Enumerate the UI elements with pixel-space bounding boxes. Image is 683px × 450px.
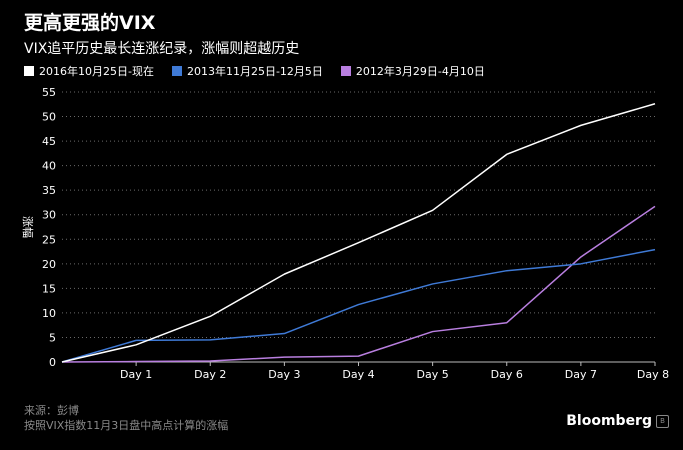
y-tick-label-15: 15 [42, 282, 56, 295]
y-tick-label-25: 25 [42, 233, 56, 246]
x-tick-label-5: Day 5 [417, 368, 449, 381]
x-tick-label-2: Day 2 [194, 368, 226, 381]
y-tick-label-45: 45 [42, 135, 56, 148]
brand-name: Bloomberg [566, 413, 652, 429]
x-tick-label-8: Day 8 [637, 368, 669, 381]
x-tick-label-6: Day 6 [491, 368, 523, 381]
calculation-note: 按照VIX指数11月3日盘中高点计算的涨幅 [24, 419, 229, 432]
y-tick-label-30: 30 [42, 209, 56, 222]
y-tick-label-35: 35 [42, 184, 56, 197]
series-line-2 [61, 205, 656, 363]
chart-subtitle: VIX追平历史最长连涨纪录，涨幅则超越历史 [24, 41, 300, 57]
y-tick-label-20: 20 [42, 258, 56, 271]
y-tick-label-50: 50 [42, 111, 56, 124]
x-tick-label-4: Day 4 [342, 368, 374, 381]
legend-swatch-2013 [171, 66, 182, 76]
y-tick-label-5: 5 [49, 331, 56, 344]
legend-label-2012: 2012年3月29日-4月10日 [355, 65, 485, 78]
y-axis-label: 涨幅 [21, 216, 34, 238]
bloomberg-terminal-icon: B [656, 414, 669, 428]
y-tick-label-55: 55 [42, 86, 56, 99]
series-line-1 [61, 248, 656, 363]
legend: 2016年10月25日-现在 2013年11月25日-12月5日 2012年3月… [24, 63, 485, 79]
y-tick-label-0: 0 [49, 356, 56, 369]
legend-item-2016: 2016年10月25日-现在 [24, 63, 154, 79]
legend-item-2012: 2012年3月29日-4月10日 [340, 63, 485, 79]
legend-item-2013: 2013年11月25日-12月5日 [171, 63, 323, 79]
x-tick-label-3: Day 3 [268, 368, 300, 381]
series-line-0 [61, 103, 656, 363]
y-tick-label-10: 10 [42, 307, 56, 320]
footer: 来源：彭博 按照VIX指数11月3日盘中高点计算的涨幅 [24, 403, 228, 433]
x-tick-label-1: Day 1 [120, 368, 152, 381]
legend-label-2016: 2016年10月25日-现在 [39, 65, 154, 78]
y-tick-label-40: 40 [42, 160, 56, 173]
x-tick-label-7: Day 7 [565, 368, 597, 381]
legend-swatch-2016 [24, 66, 34, 76]
bloomberg-logo: Bloomberg B [566, 413, 669, 429]
legend-label-2013: 2013年11月25日-12月5日 [186, 65, 323, 78]
legend-swatch-2012 [340, 66, 351, 76]
chart-title: 更高更强的VIX [24, 12, 156, 34]
source-note: 来源：彭博 [24, 404, 79, 417]
